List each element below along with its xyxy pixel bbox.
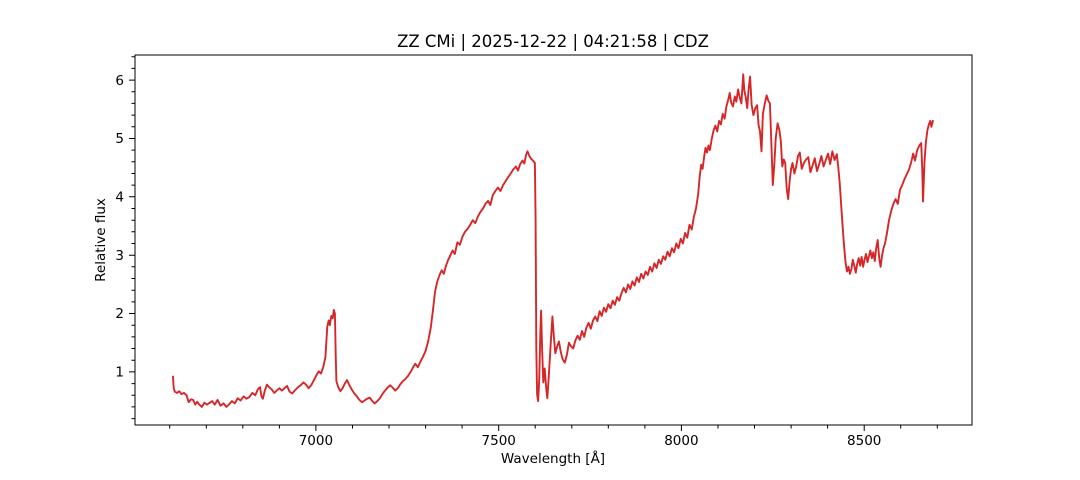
tick-labels: 7000 7500 8000 8500 1 2 3 4 5 6 [115,73,881,449]
y-tick-label: 5 [115,131,124,147]
axis-ticks [129,56,938,431]
x-tick-label: 8000 [664,433,698,449]
y-tick-label: 4 [115,190,124,206]
y-axis-label: Relative flux [93,198,109,282]
y-tick-label: 1 [115,365,124,381]
x-tick-label: 7500 [482,433,516,449]
x-tick-label: 7000 [299,433,333,449]
x-axis-label: Wavelength [Å] [501,450,605,467]
chart-title: ZZ CMi | 2025-12-22 | 04:21:58 | CDZ [397,32,709,51]
spectrum-line [172,73,934,408]
y-tick-label: 6 [115,73,124,89]
y-tick-label: 2 [115,306,124,322]
x-tick-label: 8500 [847,433,881,449]
y-tick-label: 3 [115,248,124,264]
plot-area-frame [134,54,973,426]
